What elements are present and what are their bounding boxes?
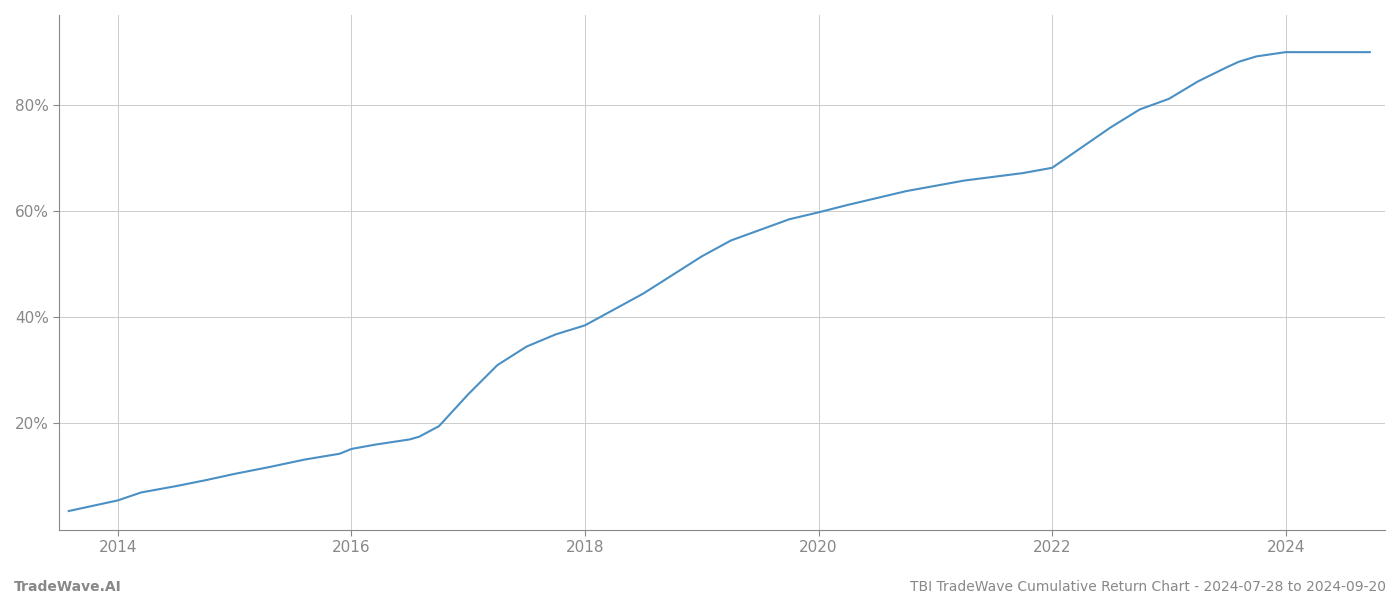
Text: TradeWave.AI: TradeWave.AI [14,580,122,594]
Text: TBI TradeWave Cumulative Return Chart - 2024-07-28 to 2024-09-20: TBI TradeWave Cumulative Return Chart - … [910,580,1386,594]
